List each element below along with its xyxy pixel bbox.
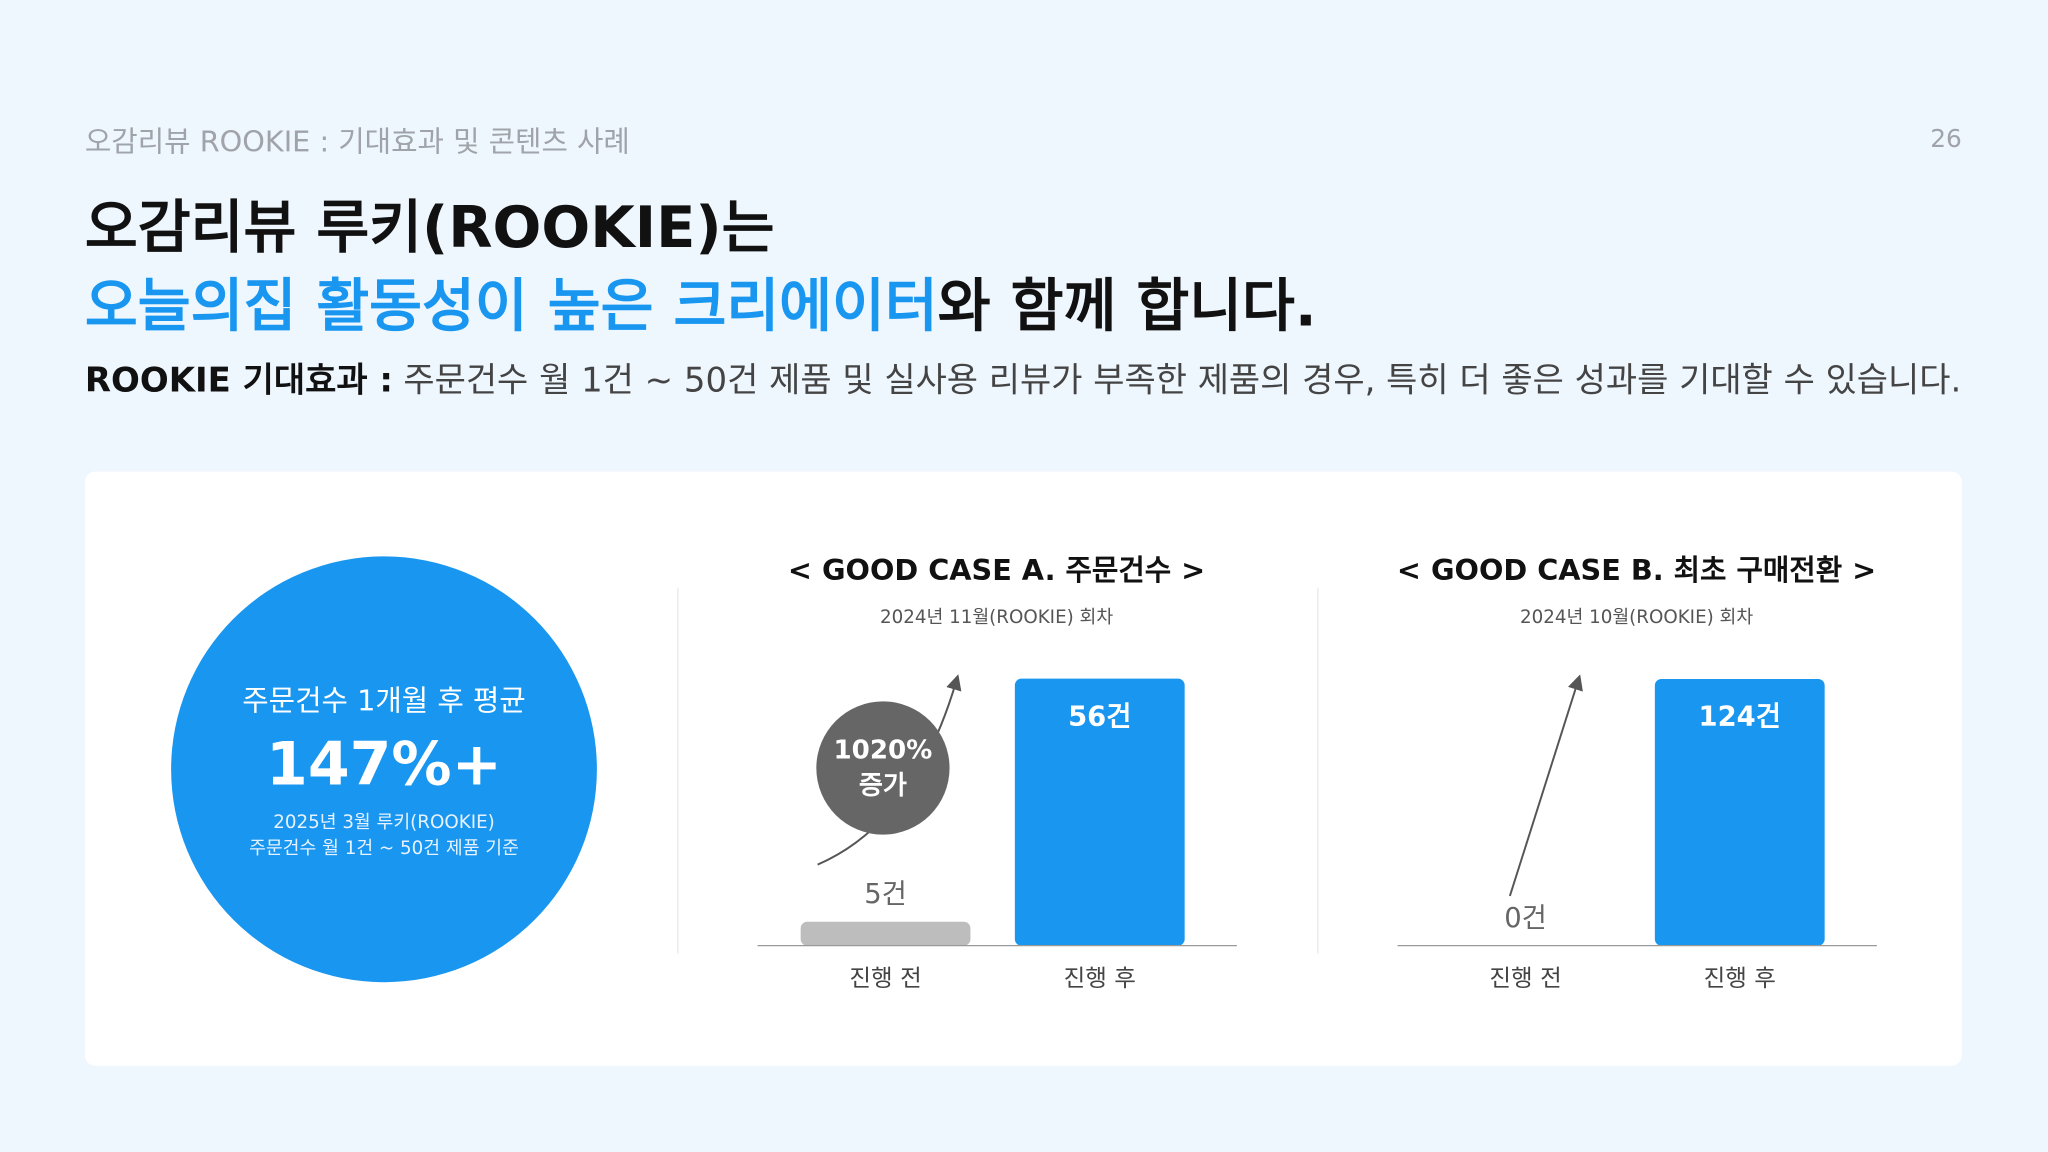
headline-line: 오감리뷰 루키(ROOKIE)는 xyxy=(85,194,775,261)
annotation-badge xyxy=(816,701,950,835)
highlight-caption: 주문건수 1개월 후 평균 xyxy=(242,684,525,718)
annotation-text: 1020% xyxy=(834,736,933,766)
category-label: 진행 후 xyxy=(1704,964,1776,992)
chart-subtitle: 2024년 11월(ROOKIE) 회차 xyxy=(880,607,1113,628)
bar xyxy=(800,921,971,946)
summary: ROOKIE 기대효과 : 주문건수 월 1건 ~ 50건 제품 및 실사용 리뷰… xyxy=(85,360,1961,400)
chart-title: < GOOD CASE A. 주문건수 > xyxy=(788,553,1205,587)
bar xyxy=(1654,678,1825,946)
breadcrumb: 오감리뷰 ROOKIE : 기대효과 및 콘텐츠 사례 xyxy=(85,125,630,159)
category-label: 진행 전 xyxy=(849,964,921,992)
headline-highlight: 오늘의집 활동성이 높은 크리에이터 xyxy=(85,272,938,339)
highlight-note: 2025년 3월 루키(ROOKIE) xyxy=(273,812,495,833)
trend-arrow xyxy=(1508,674,1583,897)
value-label: 5건 xyxy=(864,879,907,910)
bar xyxy=(1014,678,1185,946)
category-label: 진행 후 xyxy=(1064,964,1136,992)
headline-rest: 와 함께 합니다. xyxy=(938,272,1317,339)
annotation-text: 증가 xyxy=(859,771,907,801)
page-number: 26 xyxy=(1930,124,1962,153)
category-label: 진행 전 xyxy=(1489,964,1561,992)
value-label: 0건 xyxy=(1504,903,1547,934)
highlight-value: 147%+ xyxy=(266,730,502,800)
highlight-circle xyxy=(171,556,597,983)
summary-label: ROOKIE 기대효과 : xyxy=(85,360,393,400)
chart-title: < GOOD CASE B. 최초 구매전환 > xyxy=(1397,553,1876,587)
chart-subtitle: 2024년 10월(ROOKIE) 회차 xyxy=(1520,607,1753,628)
headline-line: 오늘의집 활동성이 높은 크리에이터와 함께 합니다. xyxy=(85,272,1317,339)
highlight-note: 주문건수 월 1건 ~ 50건 제품 기준 xyxy=(249,838,519,859)
summary-text: 주문건수 월 1건 ~ 50건 제품 및 실사용 리뷰가 부족한 제품의 경우,… xyxy=(403,360,1961,400)
value-label: 56건 xyxy=(1068,701,1131,732)
value-label: 124건 xyxy=(1699,702,1781,733)
